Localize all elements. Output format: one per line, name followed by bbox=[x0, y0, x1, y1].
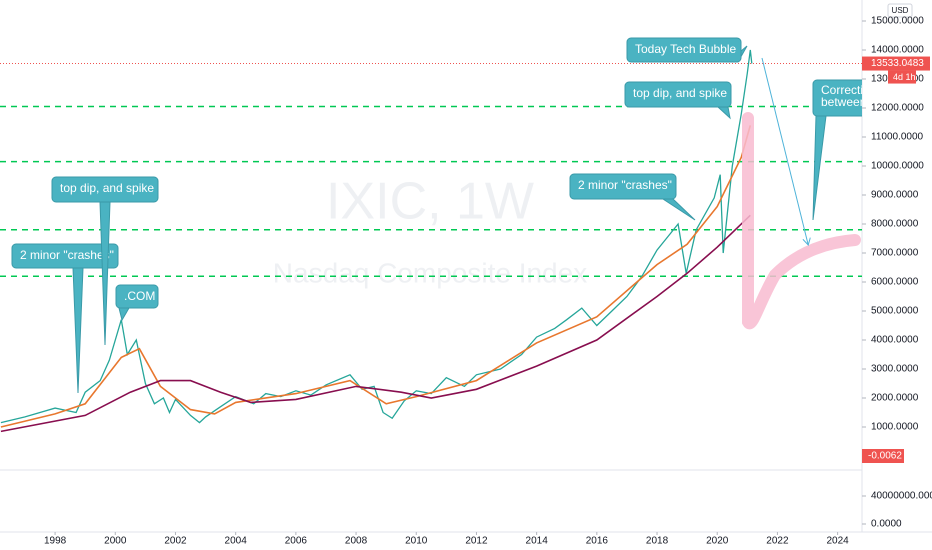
watermark-title: IXIC, 1W bbox=[326, 173, 534, 231]
x-tick-label: 2012 bbox=[465, 536, 488, 547]
countdown: 4d 1h bbox=[893, 72, 916, 82]
currency-box bbox=[887, 3, 913, 18]
x-tick-label: 2016 bbox=[586, 536, 609, 547]
last-price-label: 13533.0483 bbox=[871, 58, 924, 69]
callout-text: top dip, and spike bbox=[60, 181, 154, 195]
callout-text: Today Tech Bubble bbox=[635, 42, 737, 56]
callout-text: .COM bbox=[124, 289, 155, 303]
y-tick-label: 4000.0000 bbox=[871, 335, 919, 346]
x-tick-label: 2020 bbox=[706, 536, 729, 547]
series-line bbox=[0, 214, 751, 433]
y-tick-label: 7000.0000 bbox=[871, 248, 919, 259]
countdown-box bbox=[888, 70, 916, 84]
y-tick-label: 9000.0000 bbox=[871, 190, 919, 201]
x-tick-label: 2018 bbox=[646, 536, 669, 547]
y-tick-label: 6000.0000 bbox=[871, 277, 919, 288]
y-tick-label: 1000.0000 bbox=[871, 422, 919, 433]
y-tick-label: 0.0000 bbox=[871, 519, 902, 530]
x-tick-label: 2024 bbox=[826, 536, 849, 547]
x-tick-label: 2008 bbox=[345, 536, 368, 547]
x-tick-label: 2010 bbox=[405, 536, 428, 547]
callout-text: top dip, and spike bbox=[633, 86, 727, 100]
y-tick-label: 2000.0000 bbox=[871, 393, 919, 404]
x-tick-label: 2000 bbox=[104, 536, 127, 547]
last-price-box bbox=[862, 56, 930, 71]
callout-text: 2 minor "crashes" bbox=[20, 248, 114, 262]
x-tick-label: 2002 bbox=[164, 536, 187, 547]
x-tick-label: 2006 bbox=[285, 536, 308, 547]
x-tick-label: 1998 bbox=[44, 536, 67, 547]
callout-box bbox=[624, 81, 732, 108]
callout-box bbox=[115, 284, 159, 309]
x-tick-label: 2004 bbox=[225, 536, 248, 547]
series-line bbox=[0, 49, 753, 424]
annotations: 2 minor "crashes" top dip, and spike .COM 2… bbox=[11, 37, 876, 394]
y-tick-label: 5000.0000 bbox=[871, 306, 919, 317]
currency: USD bbox=[892, 6, 909, 15]
y-tick-label: 11000.0000 bbox=[871, 132, 924, 143]
callout-box bbox=[51, 176, 159, 203]
callout-box bbox=[812, 79, 862, 117]
y-tick-label: 3000.0000 bbox=[871, 364, 919, 375]
callout-box bbox=[11, 243, 119, 269]
y-tick-label: 40000000.0000 bbox=[871, 491, 932, 502]
projection-arrow bbox=[761, 57, 808, 244]
y-tick-label: 8000.0000 bbox=[871, 219, 919, 230]
projection-curve bbox=[741, 112, 861, 330]
series-line bbox=[0, 125, 752, 428]
callout-text: Correction between bbox=[821, 83, 876, 109]
price-label: -0.0062 bbox=[868, 451, 902, 462]
drawings bbox=[741, 57, 861, 330]
y-tick-label: 12000.0000 bbox=[871, 103, 924, 114]
y-tick-label: 10000.0000 bbox=[871, 161, 924, 172]
watermark-subtitle: Nasdaq Composite Index bbox=[273, 257, 587, 288]
callout-text: 2 minor "crashes" bbox=[578, 178, 672, 192]
y-tick-label: 15000.0000 bbox=[871, 16, 924, 27]
x-tick-label: 2022 bbox=[766, 536, 789, 547]
y-tick-label: 14000.0000 bbox=[871, 45, 924, 56]
callout-box bbox=[569, 173, 677, 200]
callout-box bbox=[626, 37, 742, 63]
price-label-box bbox=[862, 449, 904, 464]
x-tick-label: 2014 bbox=[526, 536, 549, 547]
